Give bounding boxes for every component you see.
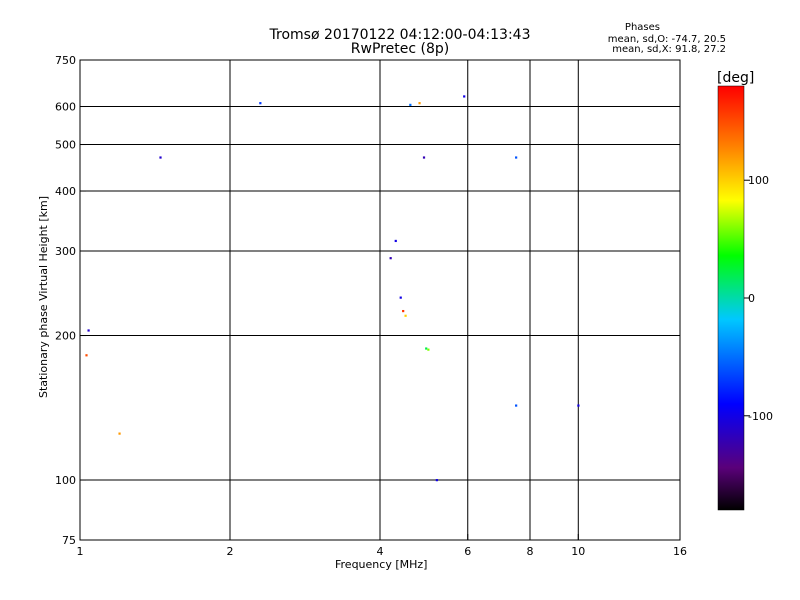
- x-tick-label: 1: [77, 545, 84, 558]
- y-tick-label: 100: [55, 474, 76, 487]
- colorbar-ticks: -100 0 100: [744, 174, 773, 423]
- data-point: [435, 479, 438, 482]
- colorbar-tick-label: -100: [748, 410, 773, 423]
- y-tick-label: 750: [55, 54, 76, 67]
- stats-line-x: mean, sd,X: 91.8, 27.2: [612, 44, 726, 55]
- x-tick-label: 10: [571, 545, 585, 558]
- axis-ticks: 1 2 4 6 8 10 16 75 100 200 300 400 500 600 750: [55, 54, 687, 558]
- y-tick-label: 400: [55, 185, 76, 198]
- grid-lines: [80, 60, 680, 540]
- data-point: [577, 404, 580, 407]
- x-tick-label: 4: [377, 545, 384, 558]
- x-axis-label: Frequency [MHz]: [335, 558, 428, 571]
- data-point: [118, 432, 121, 435]
- data-point: [418, 102, 421, 105]
- x-tick-label: 2: [227, 545, 234, 558]
- data-point: [394, 239, 397, 243]
- x-tick-label: 8: [527, 545, 534, 558]
- data-point: [515, 404, 518, 407]
- colorbar-tick-label: 100: [748, 174, 769, 187]
- y-tick-label: 300: [55, 245, 76, 258]
- data-point: [85, 354, 88, 357]
- data-point: [389, 257, 392, 260]
- y-tick-label: 200: [55, 330, 76, 343]
- data-point: [404, 314, 407, 317]
- data-point: [259, 102, 262, 105]
- stats-line-o: mean, sd,O: -74.7, 20.5: [607, 34, 726, 45]
- data-points: [85, 95, 580, 482]
- data-point: [422, 156, 426, 159]
- chart-title-line1: Tromsø 20170122 04:12:00-04:13:43: [269, 27, 531, 43]
- y-tick-label: 500: [55, 139, 76, 152]
- data-point: [427, 348, 430, 351]
- data-point: [159, 156, 162, 159]
- x-tick-label: 16: [673, 545, 687, 558]
- colorbar: [717, 85, 745, 511]
- y-tick-label: 600: [55, 101, 76, 114]
- x-tick-label: 6: [464, 545, 471, 558]
- data-point: [409, 103, 412, 106]
- y-tick-label: 75: [62, 534, 76, 547]
- data-point: [425, 347, 428, 350]
- data-point: [399, 296, 402, 299]
- colorbar-tick-label: 0: [748, 292, 755, 305]
- data-point: [87, 329, 90, 332]
- data-point: [515, 156, 518, 159]
- chart-title-line2: RwPretec (8p): [350, 41, 450, 57]
- colorbar-label: [deg]: [717, 70, 754, 86]
- data-point: [463, 95, 466, 98]
- data-point: [402, 309, 405, 313]
- stats-header: Phases: [624, 22, 660, 33]
